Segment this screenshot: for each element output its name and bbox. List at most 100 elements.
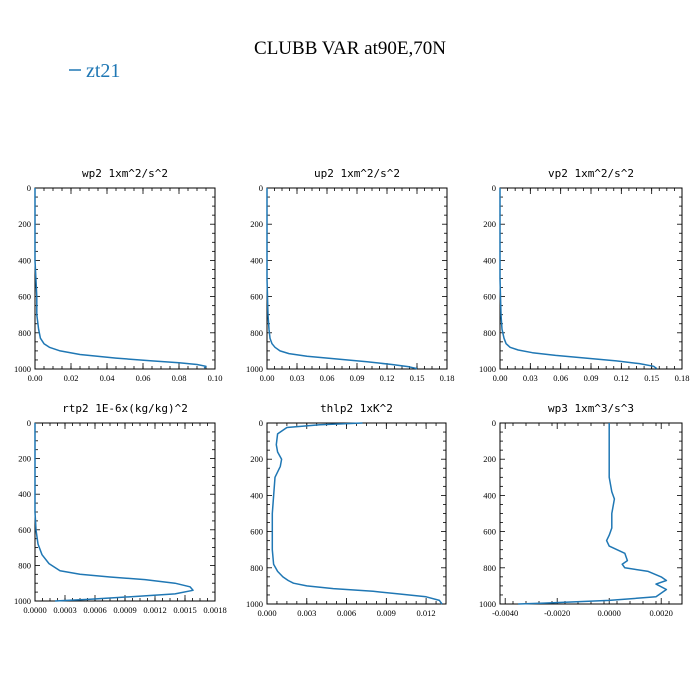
x-tick-label: 0.003: [297, 608, 316, 618]
x-tick-label: 0.0006: [83, 605, 106, 615]
y-tick-label: 1000: [479, 599, 496, 609]
y-tick-label: 0: [492, 183, 496, 193]
y-tick-label: 0: [27, 418, 31, 428]
y-tick-label: 0: [259, 183, 263, 193]
y-tick-label: 800: [483, 328, 496, 338]
x-tick-label: 0.0020: [650, 608, 673, 618]
x-tick-label: 0.00: [260, 373, 275, 383]
figure-title: CLUBB VAR at90E,70N: [254, 38, 446, 59]
series-line-zt21: [34, 188, 207, 369]
x-tick-label: 0.08: [172, 373, 187, 383]
x-tick-label: -0.0020: [544, 608, 570, 618]
y-tick-label: 1000: [14, 596, 31, 606]
plot-frame: [499, 422, 683, 605]
y-tick-label: 200: [250, 454, 263, 464]
y-tick-label: 1000: [14, 364, 31, 374]
x-tick-label: 0.00: [28, 373, 43, 383]
y-tick-label: 800: [18, 328, 31, 338]
x-tick-label: 0.009: [377, 608, 396, 618]
y-tick-label: 400: [250, 490, 263, 500]
y-tick-label: 800: [483, 563, 496, 573]
subplot-title: thlp2 1xK^2: [320, 402, 393, 415]
y-tick-label: 200: [18, 454, 31, 464]
x-tick-label: 0.0003: [53, 605, 76, 615]
y-tick-label: 1000: [479, 364, 496, 374]
subplot-title: wp3 1xm^3/s^3: [548, 402, 634, 415]
x-tick-label: 0.0000: [23, 605, 46, 615]
x-tick-label: 0.00: [493, 373, 508, 383]
subplot-title: wp2 1xm^2/s^2: [82, 167, 168, 180]
y-tick-label: 1000: [246, 364, 263, 374]
y-tick-label: 1000: [246, 599, 263, 609]
series-line-zt21: [499, 188, 658, 370]
x-tick-label: 0.000: [257, 608, 276, 618]
series-line-zt21: [34, 423, 194, 602]
subplot-4: rtp2 1E-6x(kg/kg)^2020040060080010000.00…: [14, 402, 227, 615]
plot-frame: [34, 187, 216, 370]
x-tick-label: 0.15: [410, 373, 425, 383]
y-tick-label: 0: [259, 418, 263, 428]
x-tick-label: 0.18: [675, 373, 690, 383]
series-line-zt21: [271, 422, 443, 605]
x-tick-label: 0.06: [136, 373, 151, 383]
x-tick-label: 0.0009: [113, 605, 136, 615]
subplot-title: rtp2 1E-6x(kg/kg)^2: [62, 402, 188, 415]
legend-label: zt21: [86, 60, 120, 82]
y-tick-label: 400: [250, 255, 263, 265]
x-tick-label: 0.18: [440, 373, 455, 383]
x-tick-label: 0.12: [614, 373, 629, 383]
legend: zt21: [69, 60, 120, 82]
x-tick-label: 0.15: [644, 373, 659, 383]
y-tick-label: 0: [27, 183, 31, 193]
y-tick-label: 600: [483, 292, 496, 302]
y-tick-label: 200: [483, 454, 496, 464]
x-tick-label: 0.06: [553, 373, 568, 383]
series-line-zt21: [518, 423, 668, 605]
x-tick-label: 0.10: [208, 373, 223, 383]
y-tick-label: 400: [18, 255, 31, 265]
y-tick-label: 600: [18, 525, 31, 535]
series-line-zt21: [266, 188, 418, 370]
x-tick-label: 0.12: [380, 373, 395, 383]
y-tick-label: 600: [18, 292, 31, 302]
x-tick-label: 0.03: [290, 373, 305, 383]
y-tick-label: 200: [250, 219, 263, 229]
x-tick-label: 0.02: [64, 373, 79, 383]
x-tick-label: 0.0000: [598, 608, 621, 618]
x-tick-label: -0.0040: [492, 608, 518, 618]
x-tick-label: 0.012: [417, 608, 436, 618]
subplot-title: vp2 1xm^2/s^2: [548, 167, 634, 180]
y-tick-label: 600: [250, 527, 263, 537]
y-tick-label: 600: [250, 292, 263, 302]
x-tick-label: 0.0015: [173, 605, 196, 615]
y-tick-label: 400: [18, 489, 31, 499]
plot-frame: [499, 187, 683, 370]
x-tick-label: 0.03: [523, 373, 538, 383]
x-tick-label: 0.09: [350, 373, 365, 383]
plot-frame: [266, 422, 447, 605]
y-tick-label: 200: [483, 219, 496, 229]
subplot-6: wp3 1xm^3/s^3 0 200 400 600 800 1000-0.0040 -0.…: [479, 402, 683, 618]
y-tick-label: 800: [18, 560, 31, 570]
y-tick-label: 0: [492, 418, 496, 428]
x-tick-label: 0.09: [584, 373, 599, 383]
y-tick-label: 800: [250, 328, 263, 338]
x-tick-label: 0.06: [320, 373, 335, 383]
y-tick-label: 200: [18, 219, 31, 229]
y-tick-label: 600: [483, 527, 496, 537]
x-tick-label: 0.006: [337, 608, 356, 618]
x-tick-label: 0.0012: [143, 605, 166, 615]
y-tick-label: 400: [483, 490, 496, 500]
y-tick-label: 400: [483, 255, 496, 265]
y-tick-label: 800: [250, 563, 263, 573]
subplot-title: up2 1xm^2/s^2: [314, 167, 400, 180]
plot-frame: [34, 422, 216, 602]
x-tick-label: 0.04: [100, 373, 116, 383]
x-tick-label: 0.0018: [203, 605, 226, 615]
